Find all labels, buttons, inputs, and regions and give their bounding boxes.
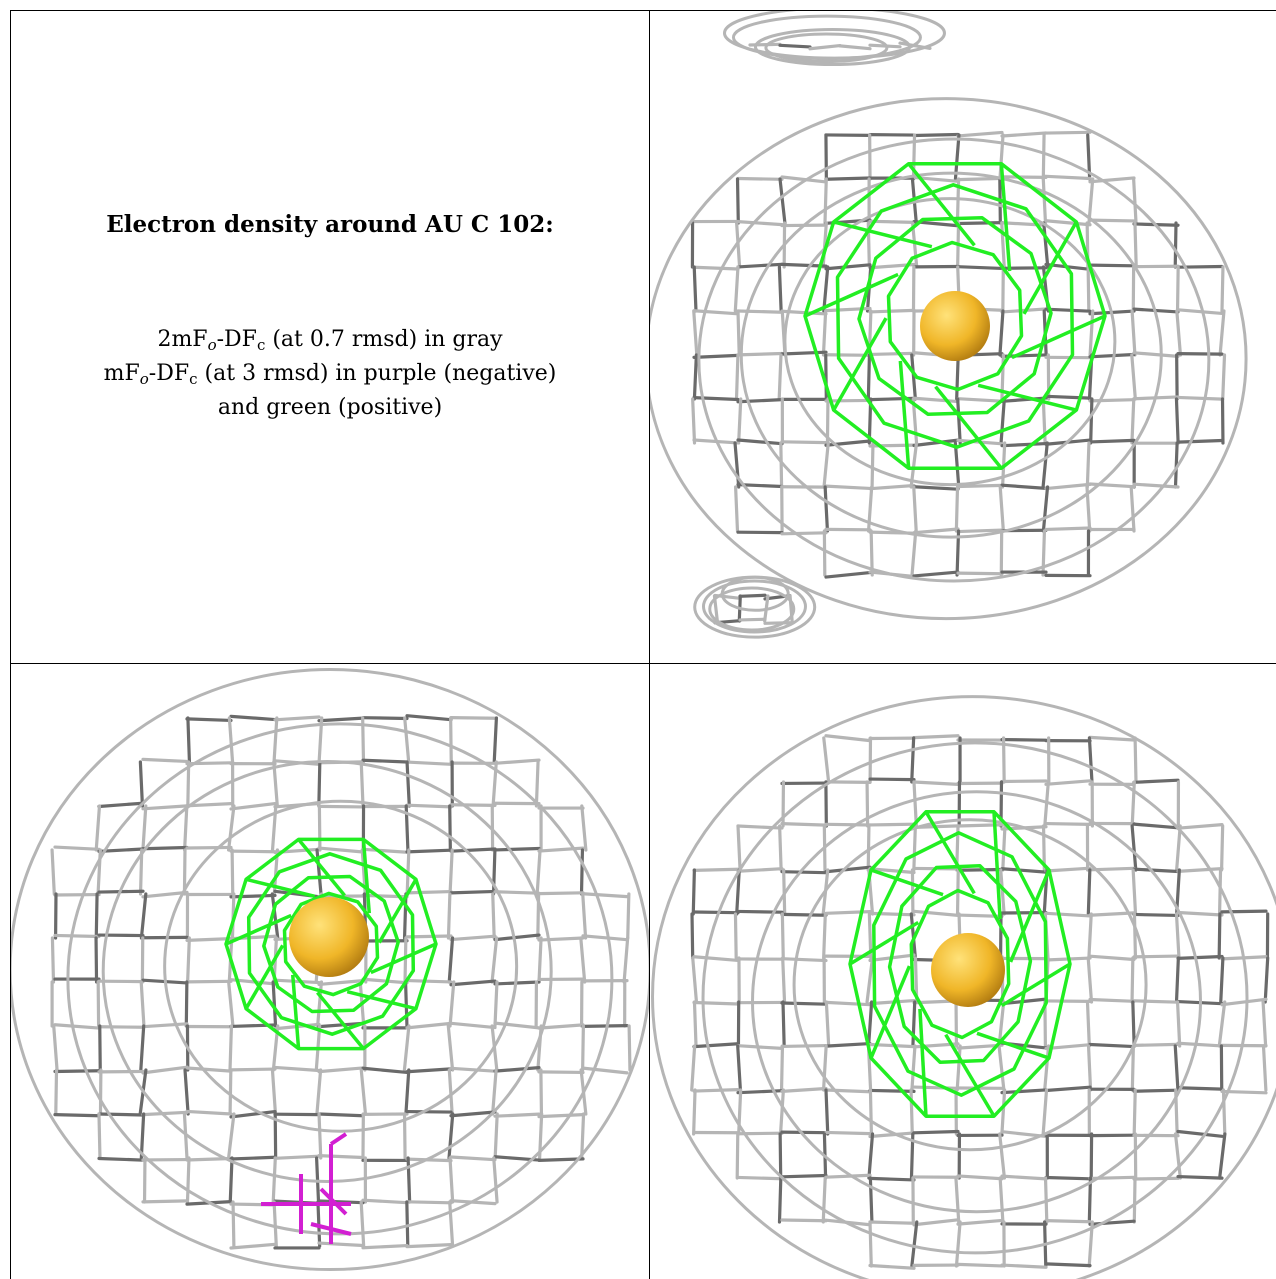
purple-density-negative [261, 1132, 352, 1244]
view-top-right [650, 11, 1276, 663]
au-atom-sphere [931, 933, 1005, 1007]
green-density-cage [803, 162, 1107, 470]
green-density-cage [848, 810, 1072, 1118]
gray-density-mesh [650, 97, 1248, 621]
density-map-top-right [650, 11, 1248, 639]
density-map-bottom-left [11, 668, 649, 1271]
au-atom-sphere [920, 291, 990, 361]
caption-panel: Electron density around AU C 102: 2mFo-D… [11, 11, 649, 663]
rule-middle [10, 663, 1276, 664]
au-atom-sphere [289, 897, 369, 977]
caption-line-3: and green (positive) [217, 395, 443, 420]
rule-left [10, 10, 11, 1279]
caption-body: 2mFo-DFc (at 0.7 rmsd) in gray mFo-DFc (… [11, 323, 649, 425]
rule-center [649, 10, 650, 1279]
view-bottom-right [650, 664, 1276, 1279]
green-density-cage [224, 837, 438, 1051]
caption-title: Electron density around AU C 102: [106, 211, 554, 238]
caption-line-1: 2mFo-DFc (at 0.7 rmsd) in gray [157, 327, 503, 354]
gray-density-fragment [723, 11, 946, 67]
view-bottom-left [11, 664, 649, 1279]
gray-density-fragment [693, 575, 817, 639]
caption-line-2: mFo-DFc (at 3 rmsd) in purple (negative) [103, 361, 557, 388]
density-map-bottom-right [651, 695, 1276, 1279]
rule-top [10, 10, 1276, 11]
